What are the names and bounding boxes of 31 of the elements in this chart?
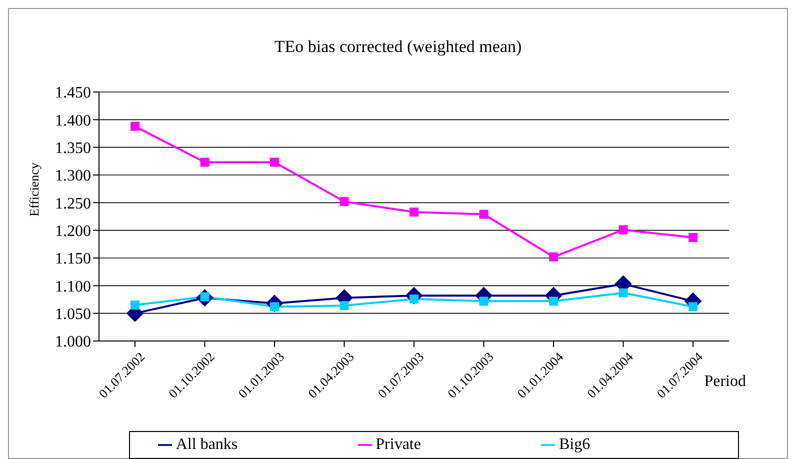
y-axis-title: Efficiency — [26, 162, 42, 216]
y-tick-label: 1.450 — [55, 84, 91, 102]
legend-label: All banks — [176, 436, 238, 453]
y-tick-label: 1.150 — [55, 250, 91, 268]
y-tick-label: 1.350 — [55, 140, 91, 158]
point — [688, 233, 698, 242]
y-tick-label: 1.300 — [55, 168, 91, 185]
y-tick-label: 1.050 — [55, 306, 91, 324]
point — [200, 158, 210, 167]
y-tick-label: 1.000 — [55, 334, 91, 351]
y-tick-label: 1.200 — [55, 223, 91, 240]
point — [340, 301, 349, 310]
point — [340, 197, 349, 206]
point — [549, 252, 558, 262]
point — [688, 302, 698, 312]
chart-title: TEo bias corrected (weighted mean) — [273, 37, 523, 57]
y-tick-label: 1.250 — [55, 195, 91, 212]
point — [270, 158, 279, 167]
point — [618, 288, 628, 298]
point — [130, 122, 140, 131]
legend-label: Big6 — [558, 436, 590, 453]
point — [130, 300, 140, 310]
point — [549, 296, 558, 306]
point — [479, 296, 488, 306]
y-tick-label: 1.100 — [55, 278, 91, 296]
point — [618, 225, 628, 234]
point — [410, 208, 418, 217]
y-tick-label: 1.400 — [55, 112, 91, 130]
x-axis-title: Period — [704, 373, 746, 390]
legend-label: Private — [376, 436, 421, 453]
point — [479, 210, 488, 219]
